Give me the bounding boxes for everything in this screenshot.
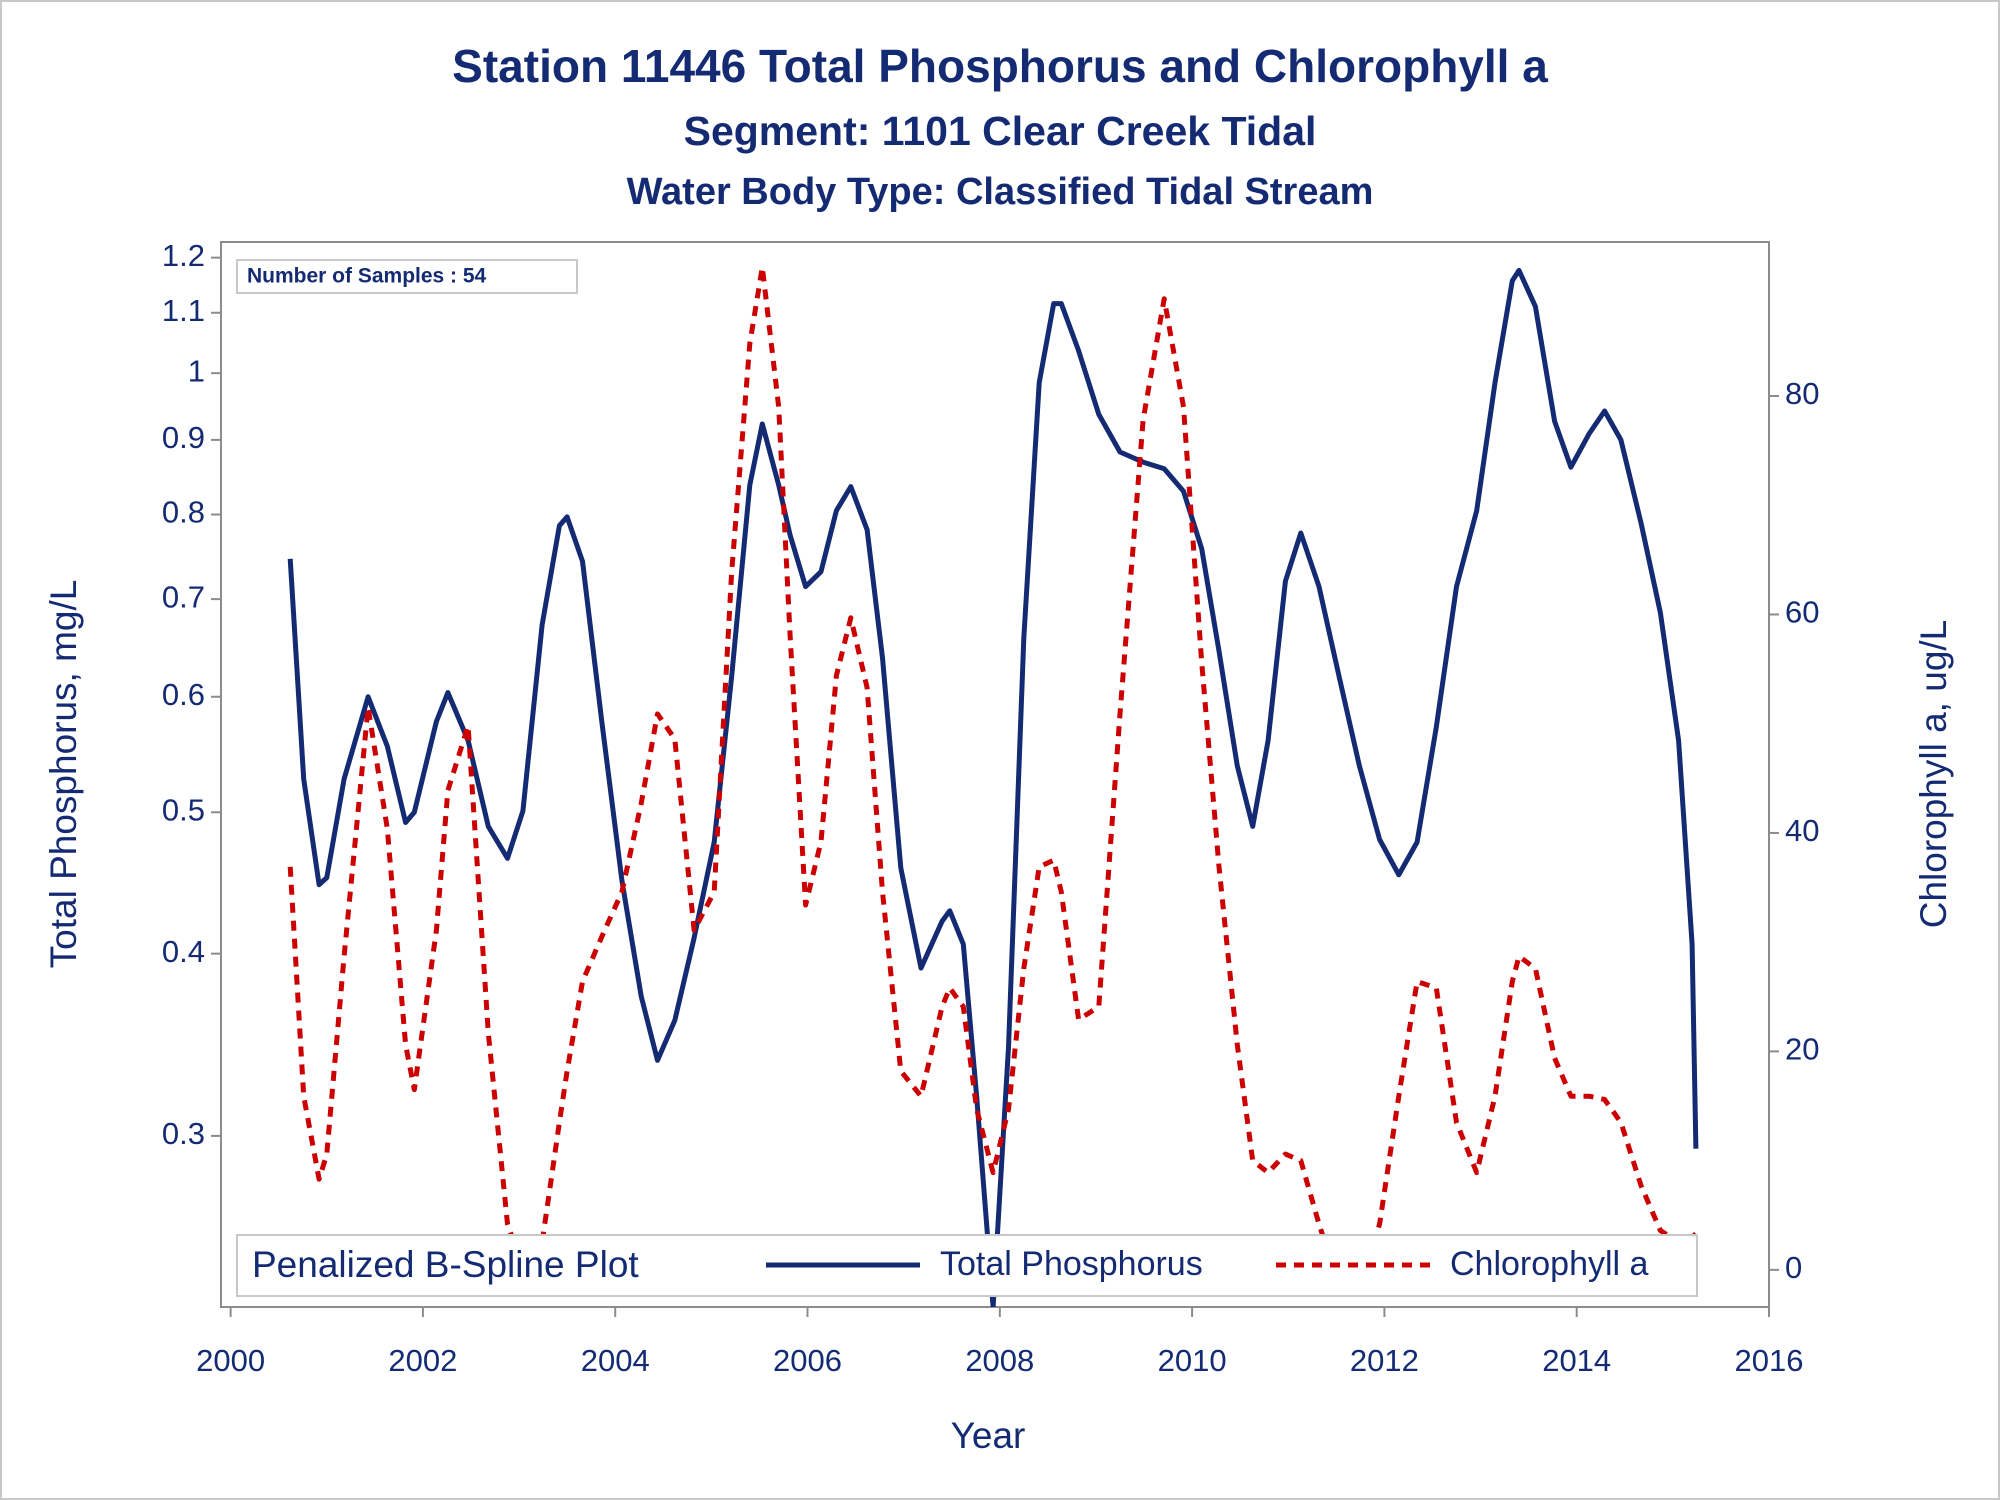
y-tick-label: 1.1 [162, 293, 205, 328]
chart-subtitle: Water Body Type: Classified Tidal Stream [627, 171, 1374, 213]
y2-tick-label: 40 [1785, 813, 1819, 848]
x-tick-label: 2006 [773, 1343, 842, 1378]
x-tick-label: 2012 [1350, 1343, 1419, 1378]
legend-label: Total Phosphorus [940, 1245, 1203, 1283]
x-tick-label: 2010 [1158, 1343, 1227, 1378]
y-tick-label: 1 [188, 353, 205, 388]
legend-label: Chlorophyll a [1450, 1245, 1649, 1283]
chart-subtitle: Segment: 1101 Clear Creek Tidal [684, 108, 1317, 154]
y-axis-label: Total Phosphorus, mg/L [43, 580, 84, 969]
chart-title: Station 11446 Total Phosphorus and Chlor… [452, 40, 1548, 92]
y2-tick-label: 60 [1785, 595, 1819, 630]
x-axis-label: Year [951, 1415, 1026, 1456]
x-tick-label: 2000 [196, 1343, 265, 1378]
x-tick-label: 2014 [1542, 1343, 1611, 1378]
y-tick-label: 1.2 [162, 238, 205, 273]
y-tick-label: 0.9 [162, 420, 205, 455]
y-tick-label: 0.3 [162, 1116, 205, 1151]
y-tick-label: 0.5 [162, 792, 205, 827]
x-tick-label: 2008 [965, 1343, 1034, 1378]
x-tick-label: 2016 [1735, 1343, 1804, 1378]
y-tick-label: 0.4 [162, 934, 205, 969]
legend-title: Penalized B-Spline Plot [252, 1244, 639, 1285]
y-tick-label: 0.8 [162, 495, 205, 530]
y-tick-label: 0.7 [162, 579, 205, 614]
y-tick-label: 0.6 [162, 677, 205, 712]
legend-box [236, 1234, 1698, 1297]
annotation-box [236, 259, 578, 294]
y2-tick-label: 0 [1785, 1250, 1802, 1285]
annotation: Number of Samples : 54 [247, 265, 487, 288]
x-tick-label: 2004 [581, 1343, 650, 1378]
y2-tick-label: 80 [1785, 376, 1819, 411]
y2-tick-label: 20 [1785, 1032, 1819, 1067]
x-tick-label: 2002 [388, 1343, 457, 1378]
y2-axis-label: Chlorophyll a, ug/L [1913, 620, 1954, 929]
